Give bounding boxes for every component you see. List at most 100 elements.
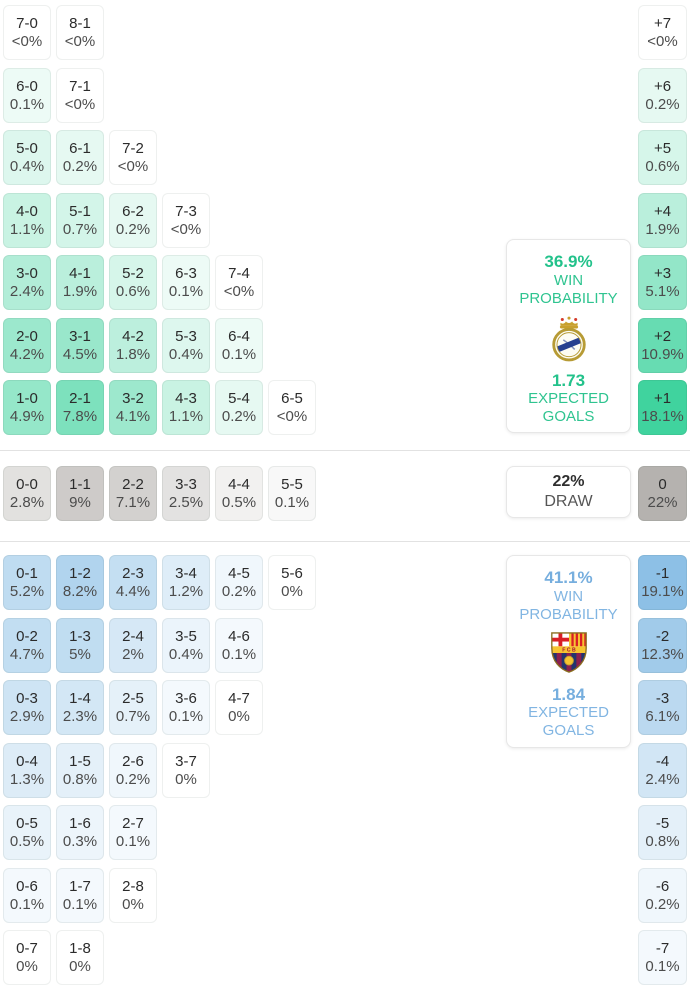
score-cell-4-1[interactable]: 4-1 1.9% xyxy=(56,255,104,310)
score-cell-2-0[interactable]: 2-0 4.2% xyxy=(3,317,51,373)
score-cell-1-0[interactable]: 1-0 4.9% xyxy=(3,380,51,435)
score-cell-3-2[interactable]: 3-2 4.1% xyxy=(109,380,157,435)
score-cell-0-2[interactable]: 0-2 4.7% xyxy=(3,617,51,673)
score-cell-5-0[interactable]: 5-0 0.4% xyxy=(3,130,51,185)
away-win-probability-label: WIN PROBABILITY xyxy=(519,587,618,623)
home-expected-goals-label: EXPECTED GOALS xyxy=(528,390,609,426)
score-cell-6-5[interactable]: 6-5 <0% xyxy=(268,380,316,435)
score-cell-4-6[interactable]: 4-6 0.1% xyxy=(215,617,263,673)
score-cell-6-3[interactable]: 6-3 0.1% xyxy=(162,255,210,310)
scoreline-label: -1 xyxy=(655,565,670,582)
score-cell-5-2[interactable]: 5-2 0.6% xyxy=(109,255,157,310)
score-cell-3-5[interactable]: 3-5 0.4% xyxy=(162,617,210,673)
score-cell-2-8[interactable]: 2-8 0% xyxy=(109,867,157,923)
score-cell-4-4[interactable]: 4-4 0.5% xyxy=(215,466,263,521)
scoreline-label: 7-0 xyxy=(16,15,38,32)
score-cell-row: 0-6 0.1% 1-7 0.1% 2-8 0% xyxy=(3,867,316,923)
score-cell-0-1[interactable]: 0-1 5.2% xyxy=(3,555,51,610)
score-cell-4-5[interactable]: 4-5 0.2% xyxy=(215,555,263,610)
score-cell-8-1[interactable]: 8-1 <0% xyxy=(56,5,104,60)
goal-diff-cell--2[interactable]: -2 12.3% xyxy=(638,617,687,673)
goal-diff-cell--3[interactable]: -3 6.1% xyxy=(638,680,687,735)
goal-diff-cell-+3[interactable]: +3 5.1% xyxy=(638,255,687,310)
goal-diff-cell-+6[interactable]: +6 0.2% xyxy=(638,67,687,123)
score-cell-1-6[interactable]: 1-6 0.3% xyxy=(56,805,104,860)
score-cell-7-2[interactable]: 7-2 <0% xyxy=(109,130,157,185)
score-cell-4-7[interactable]: 4-7 0% xyxy=(215,680,263,735)
score-cell-row: 0-0 2.8% 1-1 9% 2-2 7.1% 3-3 2.5% 4-4 0.5% 5-5 0.1% xyxy=(3,466,316,521)
score-cell-3-0[interactable]: 3-0 2.4% xyxy=(3,255,51,310)
score-cell-5-3[interactable]: 5-3 0.4% xyxy=(162,317,210,373)
goal-diff-cell-+5[interactable]: +5 0.6% xyxy=(638,130,687,185)
goal-diff-cell--7[interactable]: -7 0.1% xyxy=(638,930,687,985)
goal-diff-cell--5[interactable]: -5 0.8% xyxy=(638,805,687,860)
score-cell-3-7[interactable]: 3-7 0% xyxy=(162,742,210,798)
score-cell-3-4[interactable]: 3-4 1.2% xyxy=(162,555,210,610)
probability-label: 4.9% xyxy=(9,408,45,425)
score-cell-0-5[interactable]: 0-5 0.5% xyxy=(3,805,51,860)
probability-label: 2.9% xyxy=(9,708,45,725)
real-madrid-crest-icon xyxy=(548,314,590,367)
score-cell-3-6[interactable]: 3-6 0.1% xyxy=(162,680,210,735)
goal-diff-cell-+7[interactable]: +7 <0% xyxy=(638,5,687,60)
goal-diff-cell--4[interactable]: -4 2.4% xyxy=(638,742,687,798)
score-cell-1-3[interactable]: 1-3 5% xyxy=(56,617,104,673)
scoreline-label: 6-3 xyxy=(175,265,197,282)
score-cell-2-7[interactable]: 2-7 0.1% xyxy=(109,805,157,860)
probability-label: 0.4% xyxy=(168,645,204,663)
score-cell-1-1[interactable]: 1-1 9% xyxy=(56,466,104,521)
score-cell-4-3[interactable]: 4-3 1.1% xyxy=(162,380,210,435)
probability-label: 8.2% xyxy=(62,583,98,600)
score-cell-5-6[interactable]: 5-6 0% xyxy=(268,555,316,610)
score-cell-5-1[interactable]: 5-1 0.7% xyxy=(56,192,104,248)
score-cell-2-1[interactable]: 2-1 7.8% xyxy=(56,380,104,435)
score-cell-5-5[interactable]: 5-5 0.1% xyxy=(268,466,316,521)
score-cell-6-2[interactable]: 6-2 0.2% xyxy=(109,192,157,248)
score-cell-6-0[interactable]: 6-0 0.1% xyxy=(3,67,51,123)
goal-diff-cell--6[interactable]: -6 0.2% xyxy=(638,867,687,923)
scoreline-label: 8-1 xyxy=(69,15,91,32)
score-cell-0-4[interactable]: 0-4 1.3% xyxy=(3,742,51,798)
score-cell-2-6[interactable]: 2-6 0.2% xyxy=(109,742,157,798)
score-cell-1-7[interactable]: 1-7 0.1% xyxy=(56,867,104,923)
score-cell-3-3[interactable]: 3-3 2.5% xyxy=(162,466,210,521)
scoreline-label: -7 xyxy=(655,940,670,957)
score-cell-4-2[interactable]: 4-2 1.8% xyxy=(109,317,157,373)
score-cell-0-3[interactable]: 0-3 2.9% xyxy=(3,680,51,735)
score-cell-7-3[interactable]: 7-3 <0% xyxy=(162,192,210,248)
goal-diff-cell-0[interactable]: 0 22% xyxy=(638,466,687,521)
score-cell-0-6[interactable]: 0-6 0.1% xyxy=(3,867,51,923)
score-cell-row: 7-0 <0% 8-1 <0% xyxy=(3,5,316,60)
score-cell-row: 4-0 1.1% 5-1 0.7% 6-2 0.2% 7-3 <0% xyxy=(3,192,316,248)
goal-diff-cell-+4[interactable]: +4 1.9% xyxy=(638,192,687,248)
score-cell-5-4[interactable]: 5-4 0.2% xyxy=(215,380,263,435)
score-cell-0-7[interactable]: 0-7 0% xyxy=(3,930,51,985)
score-cell-6-1[interactable]: 6-1 0.2% xyxy=(56,130,104,185)
scoreline-label: 3-7 xyxy=(175,752,197,770)
score-cell-2-5[interactable]: 2-5 0.7% xyxy=(109,680,157,735)
probability-label: 0.1% xyxy=(168,708,204,725)
score-cell-2-3[interactable]: 2-3 4.4% xyxy=(109,555,157,610)
score-cell-7-4[interactable]: 7-4 <0% xyxy=(215,255,263,310)
probability-label: 0.1% xyxy=(9,95,45,113)
score-cell-2-4[interactable]: 2-4 2% xyxy=(109,617,157,673)
score-cell-7-0[interactable]: 7-0 <0% xyxy=(3,5,51,60)
score-cell-1-5[interactable]: 1-5 0.8% xyxy=(56,742,104,798)
goal-diff-cell-+2[interactable]: +2 10.9% xyxy=(638,317,687,373)
scoreline-label: 0-1 xyxy=(16,565,38,582)
score-cell-4-0[interactable]: 4-0 1.1% xyxy=(3,192,51,248)
score-cell-1-8[interactable]: 1-8 0% xyxy=(56,930,104,985)
goal-diff-cell--1[interactable]: -1 19.1% xyxy=(638,555,687,610)
probability-label: 0.3% xyxy=(62,833,98,850)
probability-label: <0% xyxy=(276,408,308,425)
scoreline-label: 2-2 xyxy=(122,476,144,493)
score-cell-7-1[interactable]: 7-1 <0% xyxy=(56,67,104,123)
goal-diff-cell-+1[interactable]: +1 18.1% xyxy=(638,380,687,435)
score-cell-1-2[interactable]: 1-2 8.2% xyxy=(56,555,104,610)
score-cell-6-4[interactable]: 6-4 0.1% xyxy=(215,317,263,373)
scoreline-label: 3-2 xyxy=(122,390,144,407)
score-cell-0-0[interactable]: 0-0 2.8% xyxy=(3,466,51,521)
score-cell-2-2[interactable]: 2-2 7.1% xyxy=(109,466,157,521)
score-cell-1-4[interactable]: 1-4 2.3% xyxy=(56,680,104,735)
score-cell-3-1[interactable]: 3-1 4.5% xyxy=(56,317,104,373)
